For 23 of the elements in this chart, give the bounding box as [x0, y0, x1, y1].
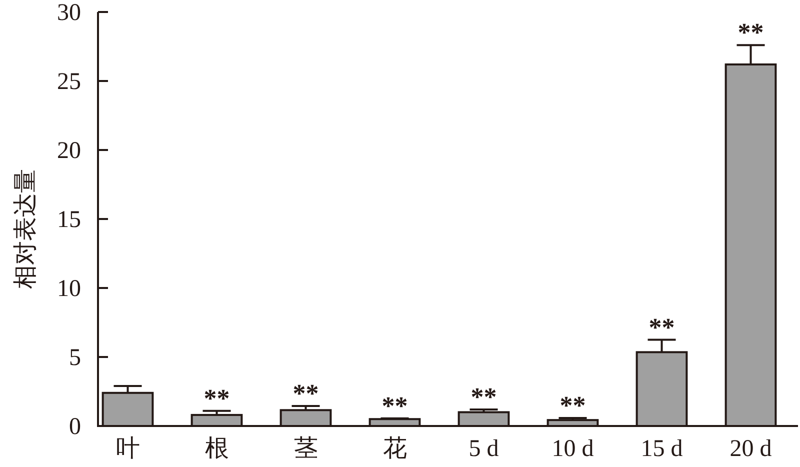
y-tick-label: 10 [57, 276, 81, 302]
x-tick-label: 根 [204, 436, 229, 462]
annotation: ** [382, 391, 408, 420]
x-tick-label: 10 d [552, 436, 594, 462]
annotation: ** [204, 384, 230, 413]
y-tick-label: 20 [57, 138, 81, 164]
y-tick-label: 30 [57, 0, 81, 26]
annotation: ** [560, 390, 586, 420]
annotation: ** [292, 378, 319, 408]
x-tick-label: 20 d [730, 436, 772, 462]
annotation: ** [648, 312, 675, 342]
x-tick-label: 花 [382, 436, 407, 462]
y-tick-label: 15 [57, 207, 81, 233]
annotation: ** [738, 18, 764, 48]
x-tick-label: 叶 [116, 436, 140, 462]
y-tick-label: 0 [69, 414, 81, 440]
y-tick-label: 5 [69, 345, 81, 371]
x-tick-label: 茎 [294, 436, 318, 462]
x-tick-label: 5 d [468, 436, 499, 462]
y-axis-title: 相对表达量 [13, 169, 39, 289]
x-tick-label: 15 d [640, 436, 683, 462]
annotation: ** [470, 382, 497, 412]
y-tick-label: 25 [57, 69, 81, 95]
